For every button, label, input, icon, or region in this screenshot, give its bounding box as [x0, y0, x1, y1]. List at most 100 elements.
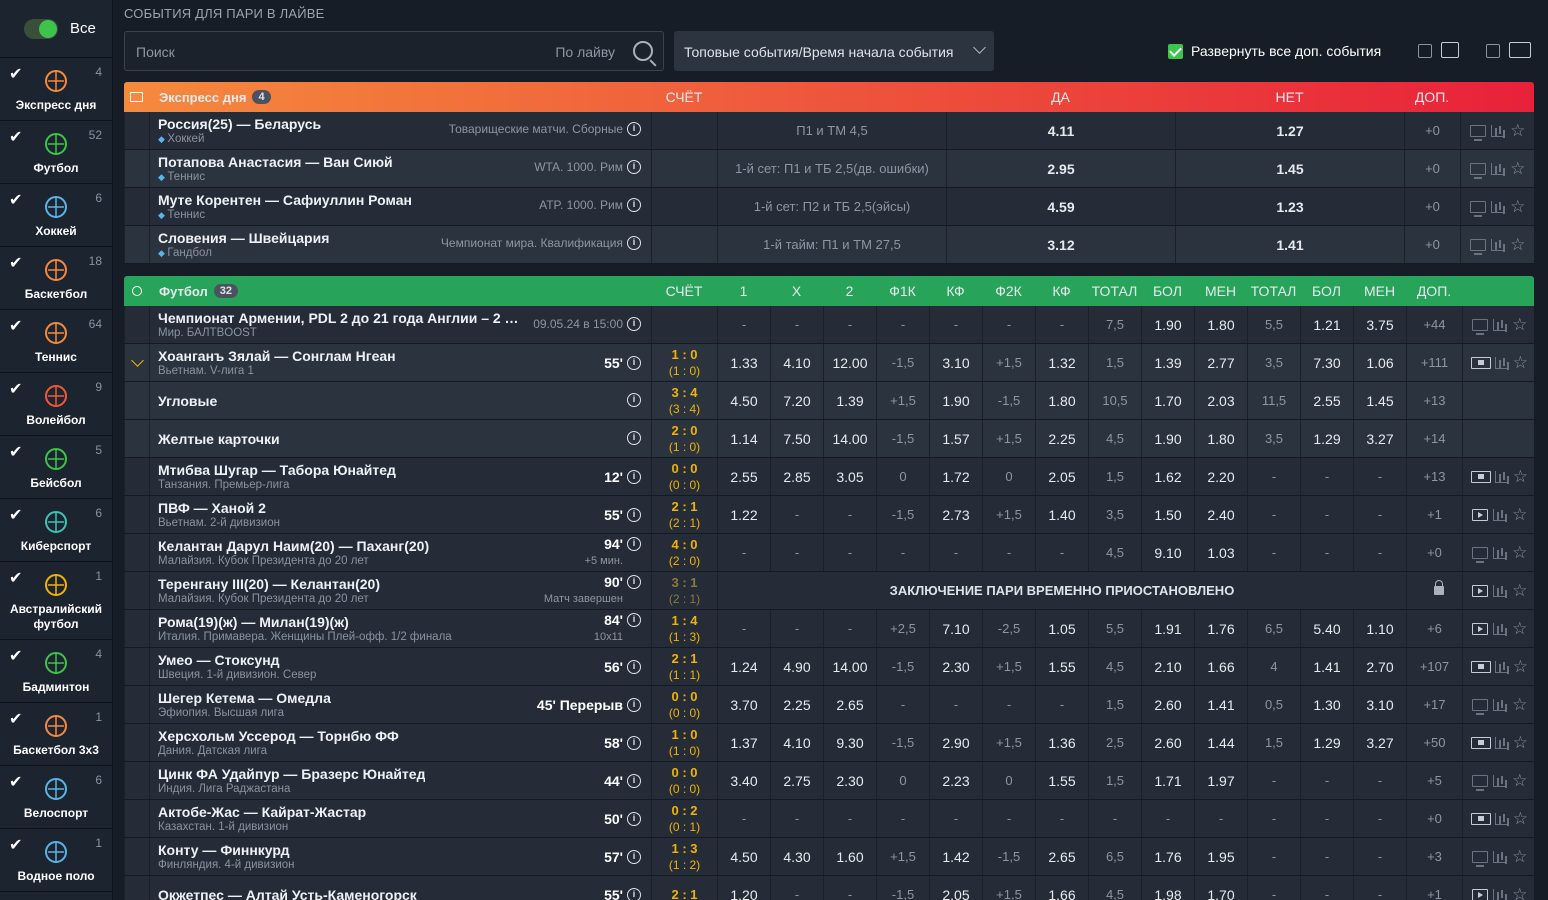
odds-cell[interactable]: 2.03: [1194, 382, 1247, 419]
more-markets[interactable]: +14: [1406, 420, 1462, 457]
statistics-icon[interactable]: [1490, 124, 1505, 137]
info-icon[interactable]: i: [627, 698, 641, 712]
odds-cell[interactable]: 4,5: [1088, 420, 1141, 457]
odds-cell[interactable]: 2.05: [1035, 458, 1088, 495]
odds-cell[interactable]: 1.55: [1035, 762, 1088, 799]
statistics-icon[interactable]: [1490, 200, 1505, 213]
odds-cell[interactable]: 14.00: [823, 648, 876, 685]
odds-cell[interactable]: 2.55: [1300, 382, 1353, 419]
odds-cell[interactable]: 1.90: [1141, 306, 1194, 343]
odds-cell[interactable]: 5,5: [1247, 306, 1300, 343]
favorite-star-icon[interactable]: ☆: [1510, 121, 1526, 140]
odds-cell[interactable]: 4.50: [717, 382, 770, 419]
odds-cell[interactable]: 3.05: [823, 458, 876, 495]
favorite-star-icon[interactable]: ☆: [1510, 235, 1526, 254]
sidebar-item[interactable]: ✔ 6 Велоспорт: [0, 766, 112, 829]
favorite-star-icon[interactable]: ☆: [1512, 695, 1528, 714]
odds-cell[interactable]: 1,5: [1088, 344, 1141, 381]
info-icon[interactable]: i: [627, 356, 641, 370]
odds-cell[interactable]: 1.40: [1035, 496, 1088, 533]
expand-all-checkbox[interactable]: Развернуть все доп. события: [1168, 43, 1381, 59]
odds-cell[interactable]: 6,5: [1088, 838, 1141, 875]
tv-icon[interactable]: [1471, 774, 1488, 791]
odds-cell[interactable]: 3.40: [717, 762, 770, 799]
odds-cell[interactable]: 1.90: [1141, 420, 1194, 457]
more-markets[interactable]: +0: [1404, 112, 1460, 149]
more-markets[interactable]: +0: [1404, 188, 1460, 225]
odds-cell[interactable]: 1.36: [1035, 724, 1088, 761]
odds-cell[interactable]: -1,5: [876, 724, 929, 761]
more-markets[interactable]: +111: [1406, 344, 1462, 381]
odds-cell[interactable]: 2.65: [823, 686, 876, 723]
event-teams[interactable]: ПВФ — Ханой 2: [158, 500, 266, 516]
odds-cell[interactable]: -1,5: [876, 876, 929, 900]
more-markets[interactable]: +107: [1406, 648, 1462, 685]
sidebar-item[interactable]: ✔ 1 Австралийский футбол: [0, 562, 112, 640]
event-teams[interactable]: Актобе-Жас — Кайрат-Жастар: [158, 804, 367, 820]
odds-cell[interactable]: 3.27: [1353, 420, 1406, 457]
event-cell[interactable]: Мтибва Шугар — Табора Юнайтед Танзания. П…: [149, 458, 651, 495]
row-expander[interactable]: [124, 344, 149, 381]
odds-cell[interactable]: 1.60: [823, 838, 876, 875]
odds-cell[interactable]: +1,5: [982, 420, 1035, 457]
favorite-star-icon[interactable]: ☆: [1512, 619, 1528, 638]
odds-cell[interactable]: 1.95: [1194, 838, 1247, 875]
odds-cell[interactable]: 4.50: [717, 838, 770, 875]
odds-cell[interactable]: +1,5: [982, 876, 1035, 900]
event-cell[interactable]: Теренгану III(20) — Келантан(20) Малайзия…: [149, 572, 651, 609]
more-markets[interactable]: +6: [1406, 610, 1462, 647]
sidebar-item[interactable]: ✔ 64 Теннис: [0, 310, 112, 373]
favorite-star-icon[interactable]: ☆: [1512, 657, 1529, 676]
odds-cell[interactable]: 1.30: [1300, 686, 1353, 723]
odds-cell[interactable]: 1.80: [1194, 420, 1247, 457]
statistics-icon[interactable]: [1492, 508, 1507, 521]
odds-cell[interactable]: 3,5: [1088, 496, 1141, 533]
event-teams[interactable]: Херсхольм Уссерод — Торнбю ФФ: [158, 728, 399, 744]
odds-cell[interactable]: 7,5: [1088, 306, 1141, 343]
event-teams[interactable]: Словения — Швейцария: [158, 230, 330, 246]
odds-cell[interactable]: 3.70: [717, 686, 770, 723]
odds-cell[interactable]: 3.27: [1353, 724, 1406, 761]
stream-icon[interactable]: [1470, 470, 1491, 483]
event-teams[interactable]: Окжетпес — Алтай Усть-Каменогорск: [158, 886, 417, 900]
odds-cell[interactable]: 14.00: [823, 420, 876, 457]
odds-cell[interactable]: 1.66: [1035, 876, 1088, 900]
info-icon[interactable]: i: [627, 393, 641, 407]
info-icon[interactable]: i: [627, 508, 641, 522]
event-teams[interactable]: Муте Корентен — Сафиуллин Роман: [158, 192, 412, 208]
odds-cell[interactable]: 0,5: [1247, 686, 1300, 723]
sort-select[interactable]: Топовые события/Время начала события: [674, 31, 994, 71]
no-odds[interactable]: 1.41: [1175, 226, 1404, 263]
odds-cell[interactable]: 1.44: [1194, 724, 1247, 761]
odds-cell[interactable]: 2.40: [1194, 496, 1247, 533]
odds-cell[interactable]: 2.60: [1141, 724, 1194, 761]
tv-icon[interactable]: [1471, 546, 1488, 563]
more-markets[interactable]: +13: [1406, 458, 1462, 495]
odds-cell[interactable]: 2.75: [770, 762, 823, 799]
video-filter-checkbox[interactable]: [1418, 44, 1432, 58]
odds-cell[interactable]: 2.23: [929, 762, 982, 799]
event-cell[interactable]: Россия(25) — Беларусь ◆ Хоккей Товарищески…: [149, 112, 651, 149]
odds-cell[interactable]: +2,5: [876, 610, 929, 647]
event-cell[interactable]: Рома(19)(ж) — Милан(19)(ж) Италия. Примав…: [149, 610, 651, 647]
odds-cell[interactable]: 1.41: [1194, 686, 1247, 723]
event-cell[interactable]: Угловые i: [149, 382, 651, 419]
video-icon[interactable]: [1471, 888, 1488, 900]
odds-cell[interactable]: +1,5: [876, 838, 929, 875]
tv-icon[interactable]: [1471, 318, 1488, 335]
odds-cell[interactable]: -1,5: [876, 344, 929, 381]
odds-cell[interactable]: 1.10: [1353, 610, 1406, 647]
more-markets[interactable]: +1: [1406, 496, 1462, 533]
event-teams[interactable]: Желтые карточки: [158, 430, 280, 447]
odds-cell[interactable]: 1.14: [717, 420, 770, 457]
video-icon[interactable]: [1471, 584, 1488, 597]
yes-odds[interactable]: 4.11: [946, 112, 1175, 149]
more-markets[interactable]: +0: [1404, 226, 1460, 263]
yes-odds[interactable]: 4.59: [946, 188, 1175, 225]
odds-cell[interactable]: 3,5: [1247, 420, 1300, 457]
favorite-star-icon[interactable]: ☆: [1512, 467, 1529, 486]
more-markets[interactable]: +44: [1406, 306, 1462, 343]
info-icon[interactable]: i: [627, 236, 641, 250]
sidebar-item[interactable]: ✔ 18 Баскетбол: [0, 247, 112, 310]
stream-icon[interactable]: [1470, 660, 1491, 673]
